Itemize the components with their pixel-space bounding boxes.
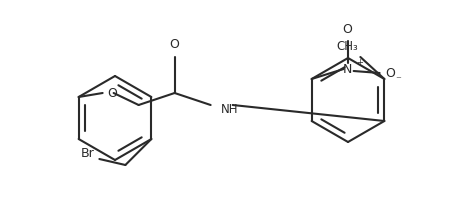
Text: Br: Br	[81, 147, 95, 160]
Text: NH: NH	[220, 102, 238, 115]
Text: O: O	[108, 86, 117, 99]
Text: +: +	[356, 58, 363, 67]
Text: ⁻: ⁻	[396, 75, 402, 85]
Text: CH₃: CH₃	[336, 40, 358, 53]
Text: N: N	[343, 62, 352, 75]
Text: O: O	[170, 38, 179, 51]
Text: O: O	[343, 23, 353, 36]
Text: O: O	[386, 67, 396, 80]
